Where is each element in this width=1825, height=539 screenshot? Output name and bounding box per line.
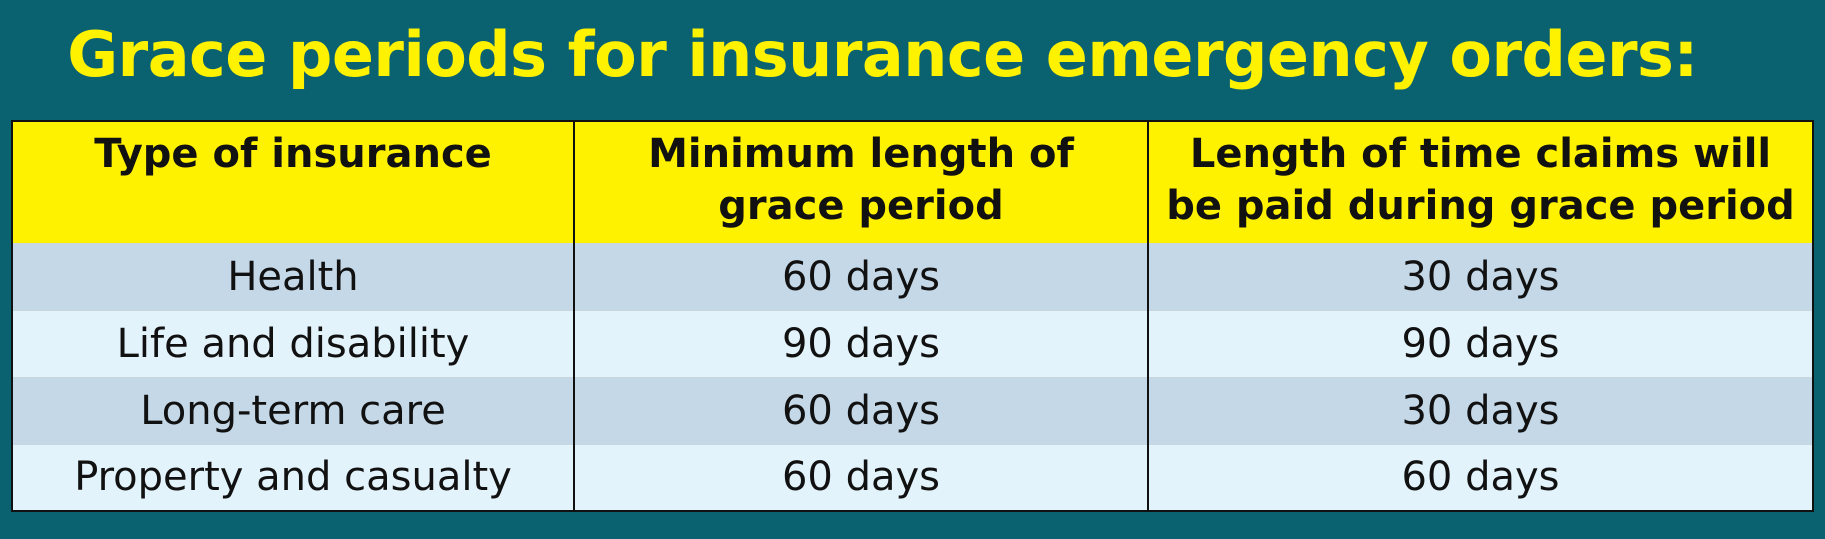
header-minimum-grace-period: Minimum length of grace period bbox=[573, 121, 1148, 243]
cell-claims-paid: 30 days bbox=[1147, 242, 1813, 310]
header-claims-paid-period: Length of time claims will be paid durin… bbox=[1147, 121, 1813, 243]
table-header-row: Type of insurance Minimum length of grac… bbox=[12, 121, 1813, 243]
cell-claims-paid: 30 days bbox=[1147, 376, 1813, 444]
cell-insurance-type: Long-term care bbox=[12, 376, 574, 444]
cell-claims-paid: 60 days bbox=[1147, 443, 1813, 511]
table-row: Long-term care 60 days 30 days bbox=[12, 376, 1813, 444]
table-row: Health 60 days 30 days bbox=[12, 242, 1813, 310]
header-type-of-insurance: Type of insurance bbox=[12, 121, 574, 243]
table-row: Property and casualty 60 days 60 days bbox=[12, 443, 1813, 511]
cell-minimum-grace: 60 days bbox=[573, 443, 1148, 511]
page-title: Grace periods for insurance emergency or… bbox=[67, 18, 1698, 91]
cell-minimum-grace: 90 days bbox=[573, 309, 1148, 377]
cell-minimum-grace: 60 days bbox=[573, 242, 1148, 310]
cell-insurance-type: Life and disability bbox=[12, 309, 574, 377]
cell-minimum-grace: 60 days bbox=[573, 376, 1148, 444]
table-row: Life and disability 90 days 90 days bbox=[12, 309, 1813, 377]
cell-insurance-type: Property and casualty bbox=[12, 443, 574, 511]
cell-claims-paid: 90 days bbox=[1147, 309, 1813, 377]
grace-period-table: Type of insurance Minimum length of grac… bbox=[11, 120, 1814, 512]
cell-insurance-type: Health bbox=[12, 242, 574, 310]
